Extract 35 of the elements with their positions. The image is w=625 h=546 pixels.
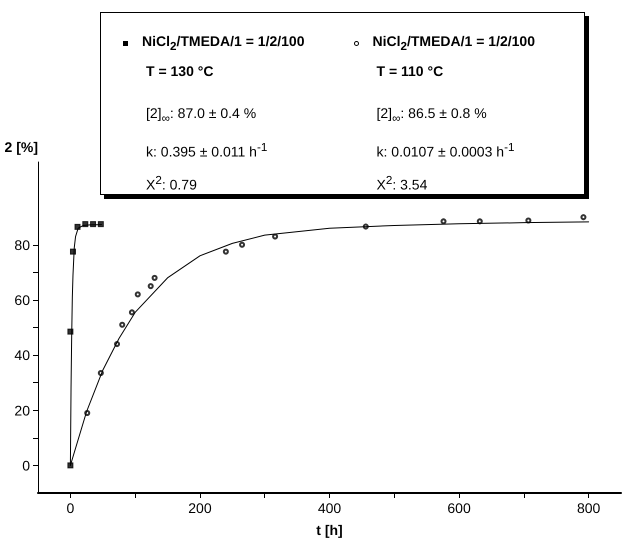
point [98,221,104,228]
point [222,248,229,255]
point [525,217,532,224]
annotation: X$^{2}$: 3.54 [376,173,428,195]
point [440,218,447,224]
x-tick-label: 800 [576,500,601,516]
point [152,274,158,281]
x-tick-label: 200 [188,500,212,516]
y-tick-label: 80 [14,236,30,253]
y-axis-title: 2 [%] [4,139,38,155]
point [272,233,278,240]
y-tick-label: 60 [14,292,30,308]
legend-label: NiCl$_{2}$/TMEDA/1 = 1/2/100 T = 130 °C [142,32,304,81]
point [476,218,483,224]
annotation: X$^{2}$: 0.79 [146,173,198,195]
x-tick-label: 600 [447,500,471,516]
text: [2]$_{∞}$: 87.0 ± 0.4 % [146,104,256,125]
x-tick-label: 0 [66,500,74,516]
point [128,309,135,316]
point [580,214,586,220]
y-tick-label: 0 [22,457,30,474]
point [74,224,81,230]
x-tick-label: 400 [318,500,342,516]
text: k: 0.395 ± 0.011 h$^{-1}$ [146,140,268,160]
text: [2]$_{∞}$: 86.5 ± 0.8 % [376,104,487,125]
point [148,283,154,290]
point [67,462,74,468]
y-tick-label: 20 [14,402,30,418]
text: k: 0.0107 ± 0.0003 h$^{-1}$ [376,140,514,160]
legend-label: NiCl$_{2}$/TMEDA/1 = 1/2/100 T = 110 °C [372,32,535,81]
point [239,242,246,248]
point [134,291,141,298]
x-axis-title: t [h] [316,522,343,538]
point [119,322,126,328]
y-tick-label: 40 [14,347,30,364]
